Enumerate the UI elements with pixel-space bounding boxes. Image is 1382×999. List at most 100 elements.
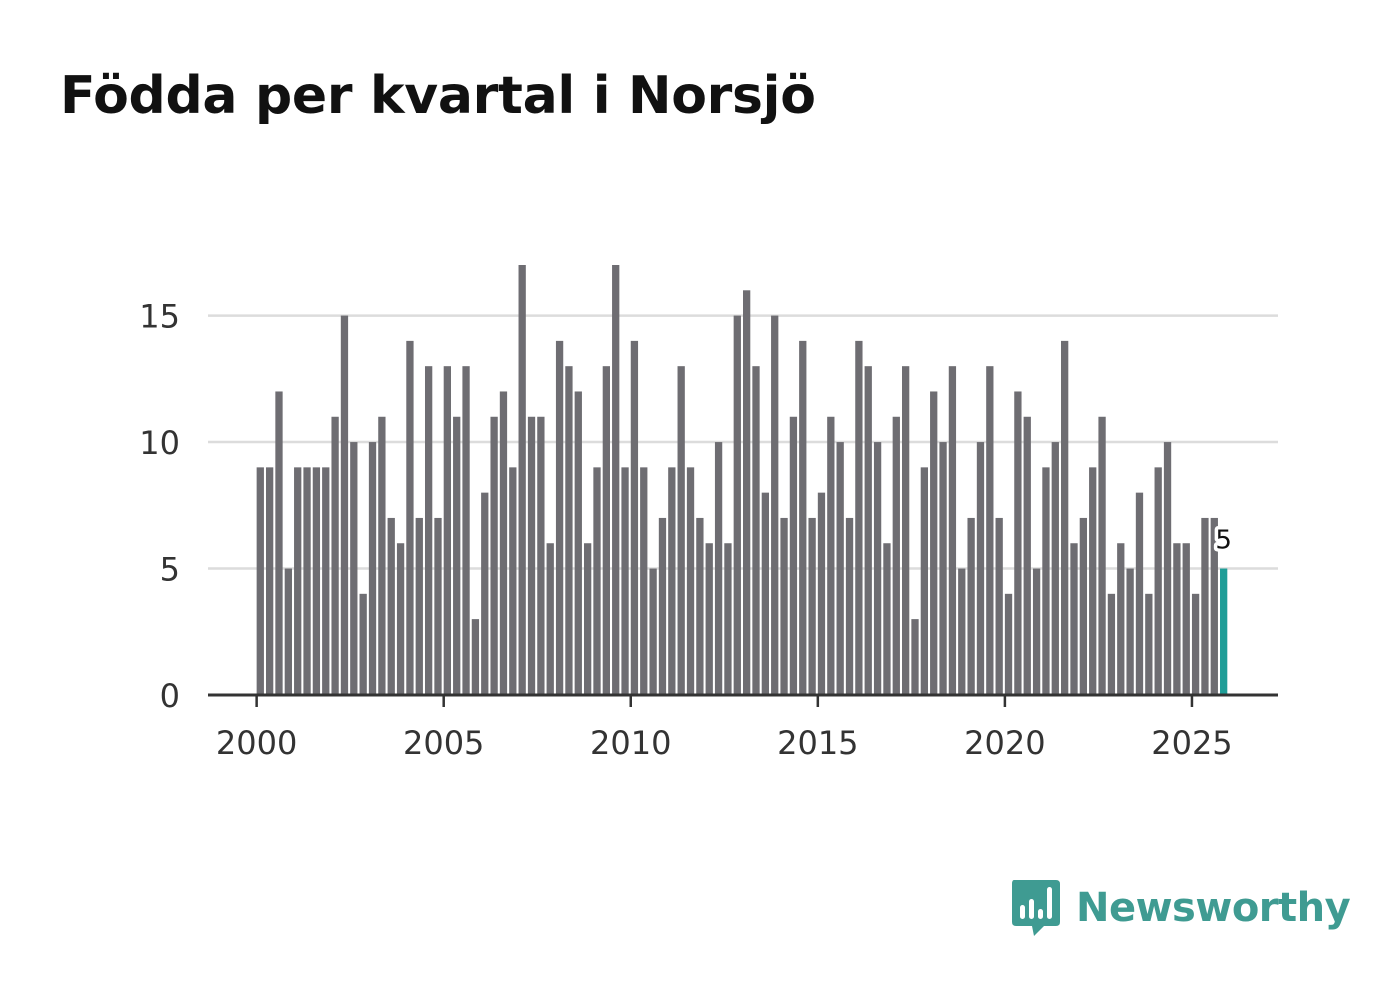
bar — [574, 391, 582, 695]
bar — [555, 340, 564, 695]
bar — [284, 568, 292, 695]
bar — [930, 391, 938, 695]
bar — [771, 315, 779, 695]
bar — [396, 543, 405, 695]
bar — [1051, 442, 1059, 695]
bar — [939, 442, 947, 695]
bar — [434, 517, 442, 695]
bar — [799, 340, 807, 695]
y-tick-label-15: 15 — [139, 298, 180, 336]
bar — [958, 568, 966, 695]
bar — [1163, 442, 1172, 695]
bar — [1089, 467, 1097, 695]
data-labels: 5 — [1212, 522, 1236, 559]
bar — [658, 517, 667, 695]
bar — [808, 517, 816, 695]
bar-highlight — [1220, 568, 1228, 695]
x-tick-label-2025: 2025 — [1151, 724, 1232, 762]
bar — [640, 467, 648, 695]
bar — [453, 416, 461, 695]
bar — [1173, 543, 1181, 695]
brand-name: Newsworthy — [1076, 885, 1351, 931]
bar — [350, 442, 358, 695]
bar — [443, 366, 451, 695]
x-tick-label-2010: 2010 — [590, 724, 671, 762]
bar — [518, 265, 526, 695]
y-tick-label-10: 10 — [139, 424, 180, 462]
newsworthy-logo-icon — [1012, 880, 1060, 936]
bar — [322, 467, 330, 695]
bar — [1023, 416, 1031, 695]
bar — [1042, 467, 1050, 695]
bar — [583, 543, 592, 695]
bar — [864, 366, 872, 695]
bar — [1154, 467, 1162, 695]
bar — [593, 467, 601, 695]
bar — [976, 442, 985, 695]
bar — [780, 517, 788, 695]
bar — [1117, 543, 1125, 695]
bar — [696, 517, 704, 695]
bar — [1098, 416, 1106, 695]
bar — [303, 467, 311, 695]
bar — [986, 366, 994, 695]
bar — [705, 543, 713, 695]
bar — [920, 467, 929, 695]
bar — [967, 517, 975, 695]
bar — [873, 442, 882, 695]
bar — [612, 265, 620, 695]
bar — [836, 442, 844, 695]
bar — [845, 517, 854, 695]
bars — [256, 265, 1228, 695]
bar — [527, 416, 536, 695]
bar — [256, 467, 264, 695]
bar — [1004, 593, 1013, 695]
bar — [827, 416, 835, 695]
bar — [855, 340, 863, 695]
bar — [1107, 593, 1116, 695]
bar — [724, 543, 732, 695]
bar — [733, 315, 741, 695]
bar — [911, 619, 919, 695]
x-tick-label-2000: 2000 — [216, 724, 297, 762]
bar — [602, 366, 610, 695]
bar — [649, 568, 657, 695]
bar — [789, 416, 798, 695]
bar — [1210, 517, 1218, 695]
bar — [378, 416, 386, 695]
bar — [1145, 593, 1153, 695]
bar — [1191, 593, 1200, 695]
bar — [1201, 517, 1209, 695]
bar — [415, 517, 423, 695]
bar — [331, 416, 339, 695]
bar — [1135, 492, 1144, 695]
bar — [995, 517, 1003, 695]
bar — [471, 619, 480, 695]
bar — [752, 366, 760, 695]
x-tick-label-2005: 2005 — [403, 724, 484, 762]
newsworthy-logo[interactable]: Newsworthy — [1010, 878, 1351, 938]
bar — [948, 366, 957, 695]
bar — [1070, 543, 1078, 695]
chart-title: Födda per kvartal i Norsjö — [60, 66, 816, 126]
bar — [462, 366, 470, 695]
bar — [490, 416, 498, 695]
bar — [817, 492, 826, 695]
bar — [312, 467, 321, 695]
x-tick-label-2015: 2015 — [777, 724, 858, 762]
bar — [265, 467, 274, 695]
bar — [686, 467, 695, 695]
bar — [677, 366, 685, 695]
y-tick-label-0: 0 — [160, 677, 180, 715]
axes: 0 5 10 15 2000 2005 2010 2015 2020 2025 — [139, 298, 1278, 762]
bar — [424, 366, 433, 695]
bar — [630, 340, 639, 695]
bar — [714, 442, 723, 695]
bar — [537, 416, 545, 695]
bar — [892, 416, 900, 695]
bar — [1182, 543, 1190, 695]
bar — [565, 366, 573, 695]
highlight-data-label: 5 — [1215, 526, 1232, 556]
bar — [761, 492, 770, 695]
bar — [1061, 340, 1069, 695]
